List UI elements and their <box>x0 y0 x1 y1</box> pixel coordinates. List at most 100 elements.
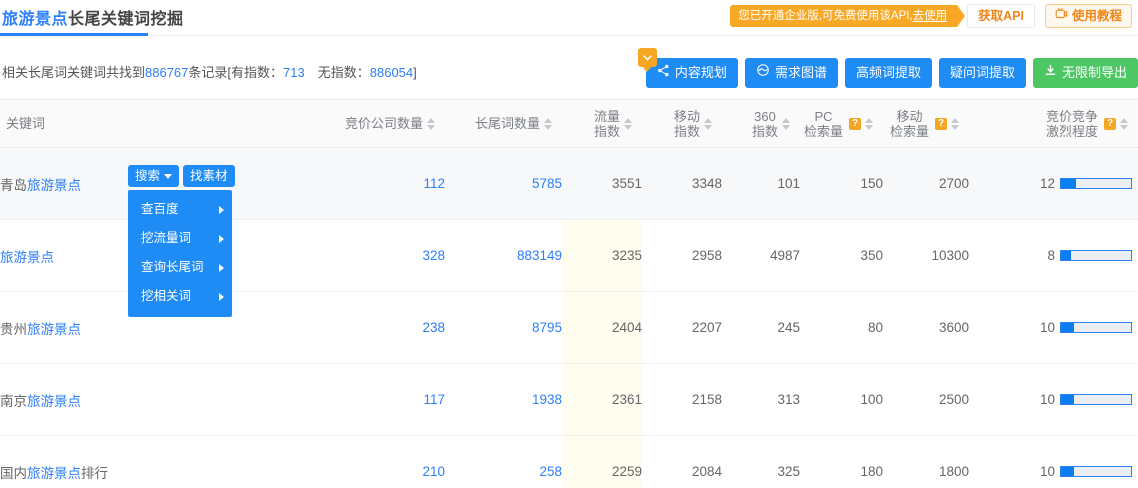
question-words-label: 疑问词提取 <box>949 65 1015 80</box>
cell-bid_count[interactable]: 210 <box>330 435 445 488</box>
help-icon[interactable]: ? <box>849 117 861 130</box>
column-header-label-line2: 指数 <box>751 123 778 139</box>
help-icon[interactable]: ? <box>935 117 947 130</box>
promo-area: 您已开通企业版,可免费使用该API,去使用 获取API 使用教程 <box>730 3 1132 29</box>
sort-toggle-icon[interactable] <box>624 117 632 130</box>
graph-icon <box>756 58 770 88</box>
cell-longtail[interactable]: 8795 <box>445 291 562 364</box>
competition-progress-fill <box>1061 323 1075 332</box>
table-row[interactable]: 贵州旅游景点 238 8795 2404 2207 245 80 3600 10 <box>0 291 1138 364</box>
dropdown-menu-item-label: 挖相关词 <box>141 289 192 303</box>
search-dropdown-button[interactable]: 搜索 <box>128 165 180 187</box>
column-header-flow_index[interactable]: 流量 指数 <box>562 99 642 148</box>
keyword-highlight: 旅游景点 <box>27 177 81 193</box>
column-header-bid_count[interactable]: 竞价公司数量 <box>330 99 445 148</box>
cell-longtail[interactable]: 258 <box>445 435 562 488</box>
cell-longtail[interactable]: 1938 <box>445 363 562 436</box>
cell-m_index: 2158 <box>642 363 722 436</box>
enterprise-api-banner[interactable]: 您已开通企业版,可免费使用该API,去使用 <box>730 5 966 27</box>
column-header-longtail[interactable]: 长尾词数量 <box>445 99 562 148</box>
promo-banner-text: 您已开通企业版,可免费使用该API, <box>738 10 913 22</box>
dropdown-menu-item[interactable]: 查询长尾词 <box>128 253 232 282</box>
unlimited-export-button[interactable]: 无限制导出 <box>1032 58 1138 88</box>
keyword-prefix: 国内 <box>0 465 27 481</box>
column-header-label: 竞价竞争 <box>1045 108 1098 124</box>
column-header-m_index[interactable]: 移动 指数 <box>642 99 722 148</box>
find-material-button[interactable]: 找素材 <box>183 165 235 187</box>
tutorial-button[interactable]: 使用教程 <box>1044 4 1132 28</box>
cell-pc_search: 180 <box>800 435 883 488</box>
table-row[interactable]: 国内旅游景点排行 210 258 2259 2084 325 180 1800 10 <box>0 435 1138 488</box>
column-header-label-line2: 指数 <box>593 123 620 139</box>
column-header-label: PC <box>814 108 833 124</box>
table-row[interactable]: 南京旅游景点 117 1938 2361 2158 313 100 2500 10 <box>0 363 1138 436</box>
column-header-pc_search[interactable]: PC 检索量? <box>800 99 883 148</box>
question-words-button[interactable]: 疑问词提取 <box>938 58 1026 88</box>
dropdown-menu-item[interactable]: 挖流量词 <box>128 224 232 253</box>
cell-bid_count[interactable]: 328 <box>330 219 445 292</box>
cell-bid_count[interactable]: 112 <box>330 147 445 220</box>
toolbar-actions: 内容规划 需求图谱 高频词提取 疑问词提取 无限制导出 <box>637 48 1138 88</box>
cell-m_index: 2084 <box>642 435 722 488</box>
competition-value: 12 <box>1039 176 1055 191</box>
competition-cell: 10 <box>969 291 1138 364</box>
table-row[interactable]: 青岛旅游景点 112 5785 3551 3348 101 150 2700 12 <box>0 147 1138 220</box>
get-api-button[interactable]: 获取API <box>967 4 1035 28</box>
sort-toggle-icon[interactable] <box>427 117 435 130</box>
cell-i360: 245 <box>722 291 800 364</box>
column-header-competition[interactable]: 竞价竞争 激烈程度? <box>969 99 1138 148</box>
result-summary: 相关长尾词关键词共找到886767条记录[有指数：713 无指数：886054] <box>2 62 417 81</box>
column-header-label: 360 <box>754 108 776 124</box>
column-header-m_search[interactable]: 移动 检索量? <box>883 99 969 148</box>
cell-bid_count[interactable]: 238 <box>330 291 445 364</box>
dropdown-menu-item-label: 查询长尾词 <box>141 260 204 274</box>
cell-m_search: 2700 <box>883 147 969 220</box>
sort-toggle-icon[interactable] <box>544 117 552 130</box>
cell-m_index: 3348 <box>642 147 722 220</box>
high-frequency-words-label: 高频词提取 <box>855 65 921 80</box>
column-header-label: 竞价公司数量 <box>344 116 423 131</box>
cell-longtail[interactable]: 883149 <box>445 219 562 292</box>
column-header-i360[interactable]: 360 指数 <box>722 99 800 148</box>
competition-cell: 10 <box>969 363 1138 436</box>
keyword-prefix: 贵州 <box>0 321 27 337</box>
high-frequency-words-button[interactable]: 高频词提取 <box>844 58 932 88</box>
column-header-label: 移动 <box>673 108 700 124</box>
keyword-highlight: 旅游景点 <box>27 393 81 409</box>
demand-graph-label: 需求图谱 <box>774 65 827 80</box>
cell-flow_index: 2361 <box>562 363 642 436</box>
cell-bid_count[interactable]: 117 <box>330 363 445 436</box>
page-title-rest: 长尾关键词挖掘 <box>68 11 184 28</box>
tutorial-button-label: 使用教程 <box>1071 9 1122 23</box>
cell-m_search: 10300 <box>883 219 969 292</box>
dropdown-menu-item[interactable]: 挖相关词 <box>128 282 232 311</box>
sort-toggle-icon[interactable] <box>951 117 959 130</box>
competition-progress-bar <box>1060 394 1132 405</box>
column-header-label-line2: 激烈程度 <box>1045 123 1098 139</box>
summary-middle2: 无指数： <box>304 65 370 80</box>
competition-value: 10 <box>1039 320 1055 335</box>
keyword-highlight: 旅游景点 <box>27 465 81 481</box>
cell-m_search: 1800 <box>883 435 969 488</box>
demand-graph-button[interactable]: 需求图谱 <box>744 58 838 88</box>
sort-toggle-icon[interactable] <box>865 117 873 130</box>
row-search-button-group: 搜索 找素材 <box>128 165 235 187</box>
dropdown-menu-item[interactable]: 查百度 <box>128 195 232 224</box>
new-feature-badge-icon <box>637 48 657 72</box>
cell-m_index: 2958 <box>642 219 722 292</box>
search-dropdown-label: 搜索 <box>135 169 161 183</box>
sort-toggle-icon[interactable] <box>782 117 790 130</box>
sort-toggle-icon[interactable] <box>1120 117 1128 130</box>
download-icon <box>1044 58 1057 88</box>
competition-value: 8 <box>1047 248 1055 263</box>
cell-flow_index: 3551 <box>562 147 642 220</box>
sort-toggle-icon[interactable] <box>704 117 712 130</box>
help-icon[interactable]: ? <box>1104 117 1116 130</box>
keyword-highlight: 旅游景点 <box>27 321 81 337</box>
content-planning-label: 内容规划 <box>674 65 727 80</box>
page-title: 旅游景点长尾关键词挖掘 <box>2 5 184 29</box>
promo-banner-link[interactable]: 去使用 <box>912 10 948 22</box>
cell-longtail[interactable]: 5785 <box>445 147 562 220</box>
content-planning-button[interactable]: 内容规划 <box>637 48 738 88</box>
page-title-keyword: 旅游景点 <box>2 11 69 28</box>
